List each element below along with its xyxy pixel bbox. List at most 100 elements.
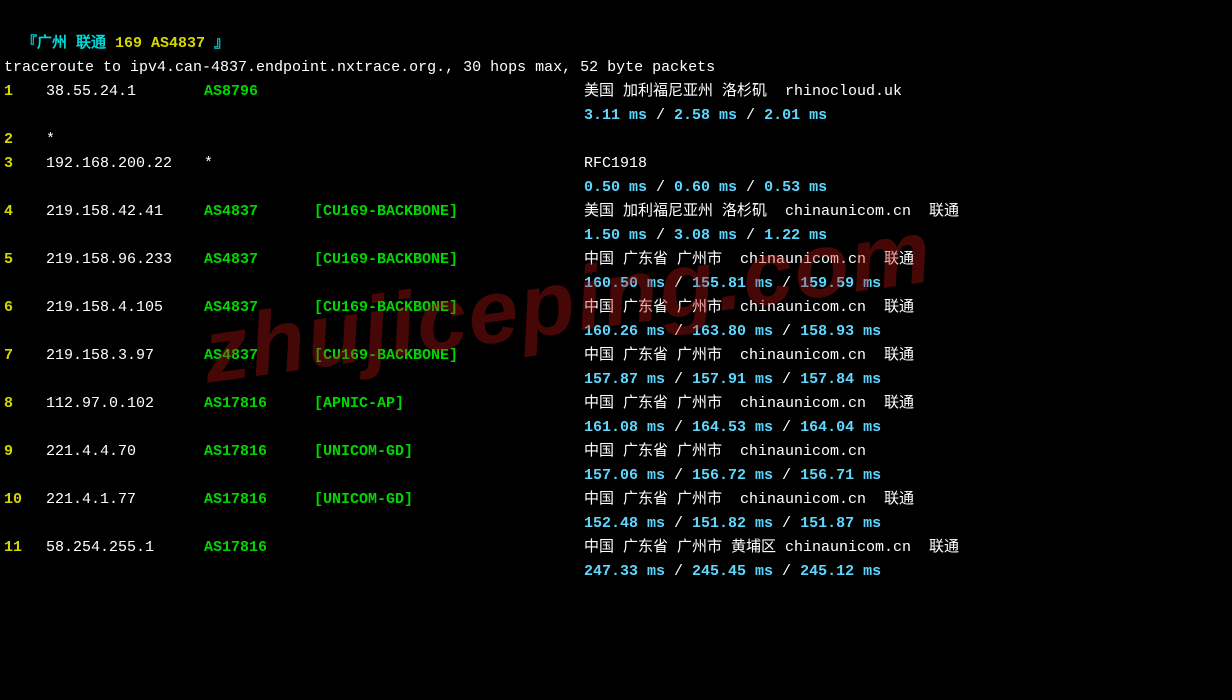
hop-row: 4219.158.42.41AS4837[CU169-BACKBONE]美国 加… <box>4 200 1228 224</box>
hop-latency: 157.84 ms <box>800 368 881 392</box>
hop-tag: [CU169-BACKBONE] <box>314 248 584 272</box>
hop-number: 8 <box>4 392 46 416</box>
hop-latency-row: 161.08 ms / 164.53 ms / 164.04 ms <box>4 416 1228 440</box>
hop-location: 美国 加利福尼亚州 洛杉矶 chinaunicom.cn 联通 <box>584 200 1228 224</box>
hop-latency: 160.50 ms <box>584 272 665 296</box>
latency-separator: / <box>665 416 692 440</box>
hop-latency-row: 157.06 ms / 156.72 ms / 156.71 ms <box>4 464 1228 488</box>
latency-separator: / <box>737 176 764 200</box>
hop-tag: [UNICOM-GD] <box>314 488 584 512</box>
hop-latency: 157.06 ms <box>584 464 665 488</box>
hop-latency: 0.50 ms <box>584 176 647 200</box>
hops-container: 138.55.24.1AS8796 美国 加利福尼亚州 洛杉矶 rhinoclou… <box>4 80 1228 584</box>
hop-latency-row: 1.50 ms / 3.08 ms / 1.22 ms <box>4 224 1228 248</box>
header-prefix: 『广州 联通 <box>22 35 115 52</box>
hop-latency: 245.12 ms <box>800 560 881 584</box>
hop-ip: 38.55.24.1 <box>46 80 204 104</box>
hop-tag <box>314 128 584 152</box>
hop-asn: AS4837 <box>204 200 314 224</box>
hop-number: 6 <box>4 296 46 320</box>
hop-latency: 160.26 ms <box>584 320 665 344</box>
hop-latency-row: 157.87 ms / 157.91 ms / 157.84 ms <box>4 368 1228 392</box>
hop-number: 2 <box>4 128 46 152</box>
hop-latency: 163.80 ms <box>692 320 773 344</box>
hop-location: 中国 广东省 广州市 chinaunicom.cn 联通 <box>584 488 1228 512</box>
latency-separator: / <box>773 560 800 584</box>
hop-latency-row: 247.33 ms / 245.45 ms / 245.12 ms <box>4 560 1228 584</box>
hop-ip: 58.254.255.1 <box>46 536 204 560</box>
hop-latency: 245.45 ms <box>692 560 773 584</box>
hop-row: 10221.4.1.77AS17816[UNICOM-GD]中国 广东省 广州市… <box>4 488 1228 512</box>
latency-separator: / <box>665 320 692 344</box>
hop-ip: 192.168.200.22 <box>46 152 204 176</box>
hop-location: RFC1918 <box>584 152 1228 176</box>
latency-separator: / <box>665 560 692 584</box>
hop-asn: AS17816 <box>204 536 314 560</box>
latency-separator: / <box>773 464 800 488</box>
hop-number: 1 <box>4 80 46 104</box>
hop-latency: 247.33 ms <box>584 560 665 584</box>
latency-separator: / <box>773 368 800 392</box>
hop-ip: 219.158.4.105 <box>46 296 204 320</box>
hop-ip: * <box>46 128 204 152</box>
hop-asn: AS17816 <box>204 488 314 512</box>
latency-separator: / <box>665 272 692 296</box>
hop-latency-row: 3.11 ms / 2.58 ms / 2.01 ms <box>4 104 1228 128</box>
hop-row: 6219.158.4.105AS4837[CU169-BACKBONE]中国 广… <box>4 296 1228 320</box>
hop-asn: AS8796 <box>204 80 314 104</box>
hop-latency: 164.04 ms <box>800 416 881 440</box>
hop-number: 5 <box>4 248 46 272</box>
hop-location: 中国 广东省 广州市 chinaunicom.cn 联通 <box>584 296 1228 320</box>
hop-tag: [CU169-BACKBONE] <box>314 200 584 224</box>
hop-latency: 156.72 ms <box>692 464 773 488</box>
hop-location: 中国 广东省 广州市 chinaunicom.cn 联通 <box>584 392 1228 416</box>
hop-row: 3192.168.200.22*RFC1918 <box>4 152 1228 176</box>
hop-latency: 157.87 ms <box>584 368 665 392</box>
hop-tag: [CU169-BACKBONE] <box>314 296 584 320</box>
latency-separator: / <box>737 224 764 248</box>
hop-latency-row: 0.50 ms / 0.60 ms / 0.53 ms <box>4 176 1228 200</box>
hop-asn: AS17816 <box>204 392 314 416</box>
hop-tag <box>314 536 584 560</box>
hop-row: 1158.254.255.1AS17816中国 广东省 广州市 黄埔区 chin… <box>4 536 1228 560</box>
hop-location: 中国 广东省 广州市 chinaunicom.cn 联通 <box>584 248 1228 272</box>
hop-number: 7 <box>4 344 46 368</box>
hop-latency: 151.82 ms <box>692 512 773 536</box>
traceroute-header: 『广州 联通 169 AS4837 』 <box>4 8 1228 56</box>
hop-latency-row: 160.26 ms / 163.80 ms / 158.93 ms <box>4 320 1228 344</box>
hop-latency: 164.53 ms <box>692 416 773 440</box>
hop-latency: 157.91 ms <box>692 368 773 392</box>
header-suffix: 』 <box>205 35 229 52</box>
hop-row: 8112.97.0.102AS17816[APNIC-AP]中国 广东省 广州市… <box>4 392 1228 416</box>
latency-separator: / <box>773 416 800 440</box>
hop-ip: 219.158.3.97 <box>46 344 204 368</box>
latency-separator: / <box>665 512 692 536</box>
hop-latency: 2.58 ms <box>674 104 737 128</box>
hop-ip: 112.97.0.102 <box>46 392 204 416</box>
hop-location: 中国 广东省 广州市 chinaunicom.cn 联通 <box>584 344 1228 368</box>
hop-asn: * <box>204 152 314 176</box>
hop-tag: [APNIC-AP] <box>314 392 584 416</box>
latency-separator: / <box>773 272 800 296</box>
hop-location: 中国 广东省 广州市 黄埔区 chinaunicom.cn 联通 <box>584 536 1228 560</box>
hop-latency: 159.59 ms <box>800 272 881 296</box>
hop-asn: AS4837 <box>204 248 314 272</box>
hop-latency: 161.08 ms <box>584 416 665 440</box>
hop-latency: 3.11 ms <box>584 104 647 128</box>
hop-tag <box>314 80 584 104</box>
hop-latency: 156.71 ms <box>800 464 881 488</box>
hop-row: 9221.4.4.70AS17816[UNICOM-GD]中国 广东省 广州市 … <box>4 440 1228 464</box>
hop-asn: AS4837 <box>204 344 314 368</box>
hop-latency: 155.81 ms <box>692 272 773 296</box>
latency-separator: / <box>665 464 692 488</box>
hop-latency: 152.48 ms <box>584 512 665 536</box>
hop-latency: 0.60 ms <box>674 176 737 200</box>
hop-latency: 3.08 ms <box>674 224 737 248</box>
hop-location: 美国 加利福尼亚州 洛杉矶 rhinocloud.uk <box>584 80 1228 104</box>
hop-tag: [CU169-BACKBONE] <box>314 344 584 368</box>
hop-number: 9 <box>4 440 46 464</box>
hop-latency-row: 160.50 ms / 155.81 ms / 159.59 ms <box>4 272 1228 296</box>
hop-latency: 151.87 ms <box>800 512 881 536</box>
hop-row: 2* <box>4 128 1228 152</box>
hop-latency: 1.50 ms <box>584 224 647 248</box>
